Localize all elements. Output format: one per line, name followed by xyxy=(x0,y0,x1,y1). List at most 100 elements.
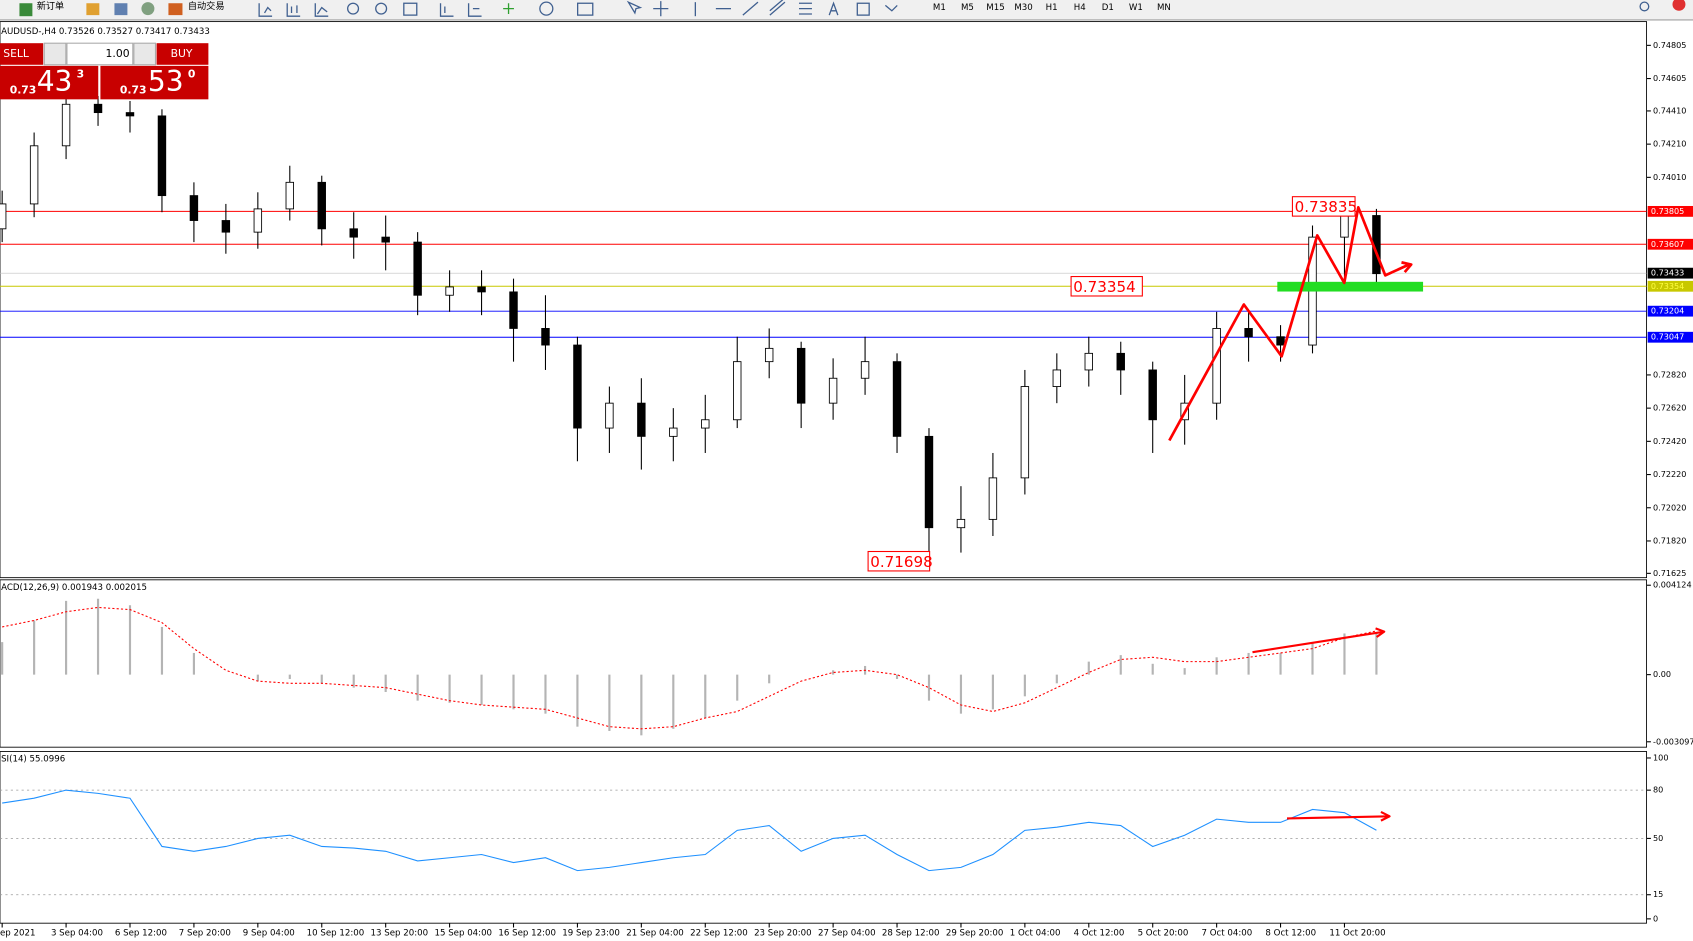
volume-down[interactable] xyxy=(43,42,67,66)
toolbar-icon[interactable] xyxy=(141,2,155,16)
periods-icon[interactable] xyxy=(539,1,554,16)
sell-price-big[interactable]: 43 xyxy=(37,65,73,98)
buy-price-box[interactable] xyxy=(100,65,209,100)
label-icon[interactable] xyxy=(856,2,870,16)
toolbar-icon[interactable] xyxy=(258,3,273,17)
y-tick-label: 0.72220 xyxy=(1653,469,1686,479)
macd-signal xyxy=(2,606,1377,730)
candle-body xyxy=(637,402,646,437)
auto-trading-icon[interactable] xyxy=(168,3,183,16)
x-tick-label: 5 Oct 20:00 xyxy=(1138,928,1189,938)
sell-price-prefix[interactable]: 0.73 xyxy=(10,84,37,97)
toolbar-icon[interactable] xyxy=(114,3,128,16)
sell-label[interactable]: SELL xyxy=(3,47,29,60)
buy-price-prefix[interactable]: 0.73 xyxy=(120,84,147,97)
price-level-label: 0.73805 xyxy=(1651,206,1684,216)
timeframe-button[interactable]: H4 xyxy=(1074,3,1086,13)
timeframe-button[interactable]: M30 xyxy=(1014,3,1032,13)
timeframe-button[interactable]: D1 xyxy=(1102,3,1114,13)
x-tick-label: 15 Sep 04:00 xyxy=(434,928,492,938)
price-level-label: 0.73204 xyxy=(1651,306,1684,316)
y-tick-label: 0.72820 xyxy=(1653,369,1686,379)
x-tick-label: 9 Sep 04:00 xyxy=(243,928,295,938)
volume-value[interactable]: 1.00 xyxy=(106,47,130,60)
toolbar xyxy=(0,0,1693,20)
y-tick-label: 0.72620 xyxy=(1653,403,1686,413)
new-order-button[interactable]: 新订单 xyxy=(37,0,64,12)
x-tick-label: 13 Sep 20:00 xyxy=(371,928,429,938)
candle-body xyxy=(349,228,358,238)
arrows-icon[interactable] xyxy=(884,4,898,12)
timeframe-button[interactable]: MN xyxy=(1157,3,1171,13)
y-tick-label: 100 xyxy=(1653,752,1668,762)
candle-body xyxy=(253,208,263,233)
notification-badge[interactable] xyxy=(1672,0,1686,11)
y-tick-label: 0.74210 xyxy=(1653,139,1686,149)
price-level-label: 0.73354 xyxy=(1651,281,1684,291)
channel-icon[interactable] xyxy=(769,0,786,16)
toolbar-icon[interactable] xyxy=(314,3,329,17)
rsi-panel xyxy=(0,751,1648,924)
candle-body xyxy=(1052,369,1062,387)
y-tick-label: -0.003097 xyxy=(1653,736,1693,746)
candle-body xyxy=(541,328,550,346)
price-annotation-box xyxy=(1291,196,1356,217)
toolbar-icon[interactable] xyxy=(86,3,100,16)
candle-body xyxy=(764,347,774,363)
buy-price-small[interactable]: 0 xyxy=(188,68,196,81)
indicator-title: AUDUSD-,H4 0.73526 0.73527 0.73417 0.734… xyxy=(1,27,210,37)
toolbar-icon[interactable] xyxy=(286,3,301,17)
toolbar-icon[interactable] xyxy=(467,3,482,17)
crosshair-icon[interactable] xyxy=(653,1,669,17)
fibo-icon[interactable] xyxy=(798,2,812,15)
price-annotation: 0.73354 xyxy=(1073,278,1135,296)
x-tick-label: 21 Sep 04:00 xyxy=(626,928,684,938)
toolbar-icons[interactable] xyxy=(258,0,1650,17)
candle-body xyxy=(1244,328,1253,338)
auto-trading-button[interactable]: 自动交易 xyxy=(188,0,225,12)
macd-chart: ACD(12,26,9) 0.001943 0.002015 0.004124 0.… xyxy=(1,580,1693,746)
trendline-icon[interactable] xyxy=(742,1,759,16)
zoom-out-icon[interactable] xyxy=(375,2,388,15)
cursor-icon[interactable] xyxy=(626,0,643,15)
timeframe-button[interactable]: M1 xyxy=(933,3,946,13)
y-tick-label: 0.71820 xyxy=(1653,535,1686,545)
sell-price-small[interactable]: 3 xyxy=(77,68,85,81)
y-tick-label: 0.74805 xyxy=(1653,40,1686,50)
price-level-tag xyxy=(1647,205,1693,217)
search-icon[interactable] xyxy=(1639,1,1650,12)
bid-tag xyxy=(1647,267,1693,279)
toolbar-icon[interactable] xyxy=(439,3,454,17)
buy-price-big[interactable]: 53 xyxy=(148,65,184,98)
new-order-icon[interactable] xyxy=(19,3,33,17)
price-level-label: 0.73607 xyxy=(1651,239,1684,249)
indicators-icon[interactable] xyxy=(503,3,514,15)
timeframe-button[interactable]: M5 xyxy=(961,3,974,13)
price-annotation: 0.73835 xyxy=(1295,198,1357,216)
buy-label[interactable]: BUY xyxy=(171,47,193,60)
timeframe-button[interactable]: H1 xyxy=(1046,3,1058,13)
main-chart: AUDUSD-,H4 0.73526 0.73527 0.73417 0.734… xyxy=(0,27,1693,578)
text-icon[interactable] xyxy=(828,1,839,16)
buy-button[interactable] xyxy=(156,43,209,65)
candle-body xyxy=(892,361,902,437)
volume-up[interactable] xyxy=(133,42,157,66)
zoom-in-icon[interactable] xyxy=(347,2,360,15)
arrow-head xyxy=(1375,627,1386,638)
y-tick-label: 0.74010 xyxy=(1653,172,1686,182)
timeframe-button[interactable]: W1 xyxy=(1129,3,1143,13)
rsi-arrow xyxy=(1287,815,1390,820)
x-tick-label: 27 Sep 04:00 xyxy=(818,928,876,938)
timeframe-bar: M1 M5 M15 M30 H1 H4 D1 W1 MN xyxy=(933,3,1171,13)
sell-button[interactable] xyxy=(0,43,44,65)
templates-icon[interactable] xyxy=(577,2,594,16)
candle-body xyxy=(956,518,966,529)
volume-input[interactable] xyxy=(66,42,134,66)
rsi-line xyxy=(2,789,1377,872)
sell-price-box[interactable] xyxy=(0,65,99,100)
toolbar-icon[interactable] xyxy=(403,2,418,16)
x-tick-label: 6 Sep 12:00 xyxy=(115,928,167,938)
timeframe-button[interactable]: M15 xyxy=(986,3,1004,13)
x-tick-label: 1 Oct 04:00 xyxy=(1010,928,1061,938)
candle-body xyxy=(61,103,71,147)
